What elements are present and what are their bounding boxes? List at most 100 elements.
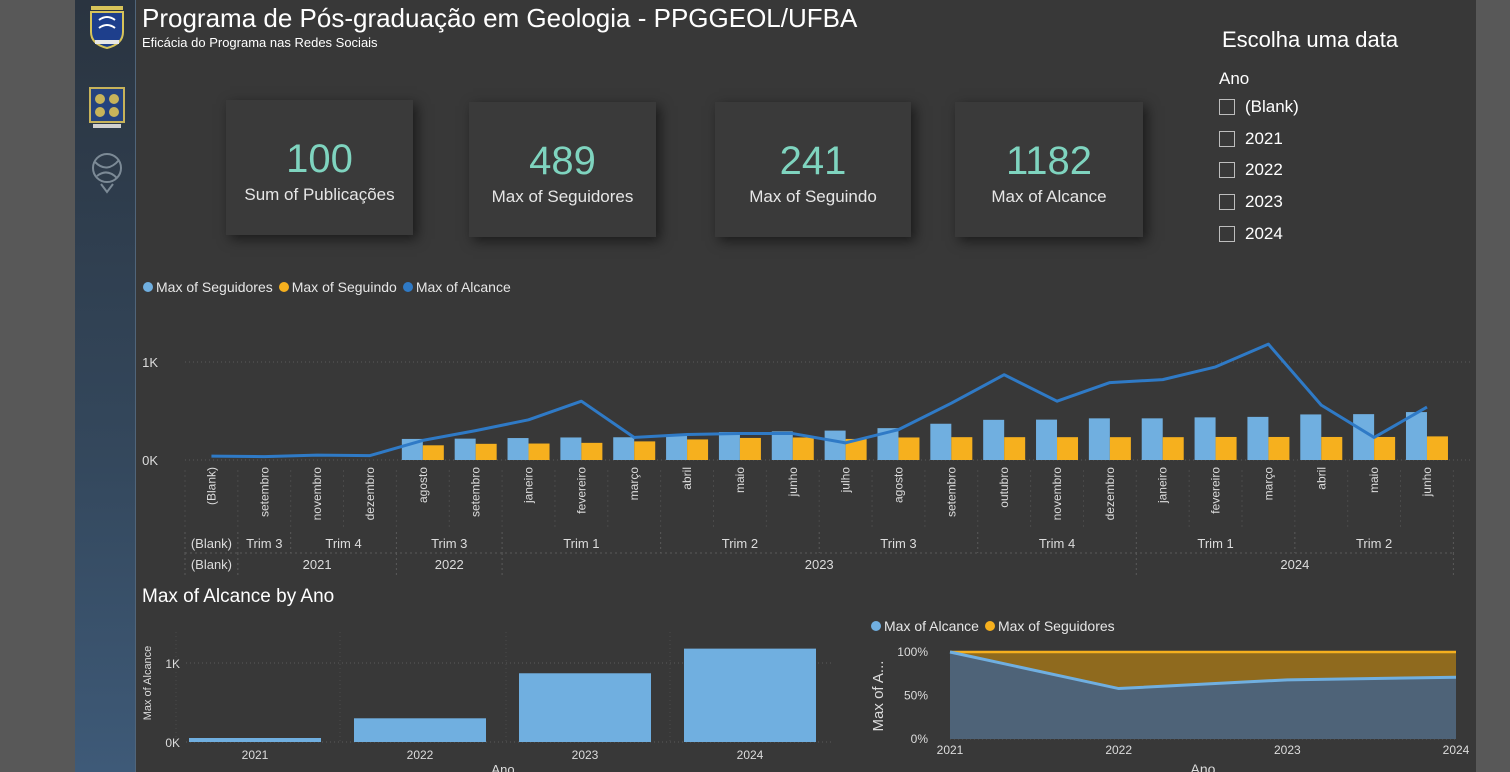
bar-seguidores (1353, 414, 1375, 460)
quarter-label: Trim 3 (431, 536, 467, 551)
x-tick-label: 2024 (737, 748, 764, 762)
quarter-label: Trim 4 (325, 536, 361, 551)
kpi-label: Max of Seguidores (491, 187, 634, 206)
bar-seguidores (1247, 416, 1269, 460)
legend-item[interactable]: Max of Seguindo (278, 279, 397, 295)
legend-dot (871, 621, 881, 631)
year-label: 2023 (805, 557, 834, 572)
checkbox[interactable] (1219, 194, 1235, 210)
x-tick-label: (Blank) (204, 467, 218, 505)
checkbox[interactable] (1219, 226, 1235, 242)
slicer-option-2022[interactable]: 2022 (1219, 160, 1283, 180)
x-axis-title: Ano (491, 762, 514, 772)
slicer-option-label: (Blank) (1245, 97, 1299, 116)
x-tick-label: junho (1420, 467, 1434, 498)
bar-alcance-year (519, 673, 651, 742)
x-tick-label: maio (1367, 467, 1381, 493)
bar-seguindo (422, 445, 444, 460)
line-alcance (211, 342, 1428, 459)
legend-item[interactable]: Max of Seguidores (984, 618, 1115, 634)
x-tick-label: agosto (416, 467, 430, 503)
slicer-option-2021[interactable]: 2021 (1219, 129, 1283, 149)
globe-emblem-icon (92, 153, 122, 194)
x-tick-label: 2022 (1105, 743, 1132, 757)
quarter-label: Trim 2 (1356, 536, 1392, 551)
checkbox[interactable] (1219, 99, 1235, 115)
area-alcance (950, 652, 1456, 739)
x-axis-title: Ano (1191, 761, 1216, 772)
legend-item[interactable]: Max of Seguidores (143, 279, 273, 295)
checkbox[interactable] (1219, 131, 1235, 147)
y-axis-title: Max of Alcance (142, 646, 154, 721)
kpi-value: 100 (286, 137, 353, 181)
x-tick-label: janeiro (1156, 467, 1170, 504)
x-tick-label: agosto (891, 467, 905, 503)
x-tick-label: 2024 (1443, 743, 1470, 757)
bar-seguidores (1194, 417, 1216, 460)
bar-seguidores (771, 431, 793, 460)
slicer-option-label: 2021 (1245, 129, 1283, 148)
bar-seguindo (1162, 437, 1184, 460)
x-tick-label: setembro (944, 467, 958, 517)
bar-seguindo (475, 443, 497, 460)
kpi-label: Sum of Publicações (244, 185, 395, 204)
x-tick-label: maio (733, 467, 747, 493)
x-tick-label: janeiro (522, 467, 536, 504)
quarter-label: Trim 3 (246, 536, 282, 551)
x-tick-label: novembro (310, 467, 324, 521)
area-chart-legend: Max of Alcance Max of Seguidores (871, 618, 1121, 634)
slicer-option-label: 2023 (1245, 192, 1283, 211)
legend-label: Max of Seguidores (156, 279, 273, 295)
x-tick-label: 2023 (572, 748, 599, 762)
legend-label: Max of Alcance (884, 618, 979, 634)
slicer-option-2024[interactable]: 2024 (1219, 224, 1283, 244)
checkbox[interactable] (1219, 162, 1235, 178)
x-tick-label: 2021 (242, 748, 269, 762)
bar-seguindo (792, 437, 814, 460)
legend-label: Max of Seguidores (997, 618, 1115, 634)
x-tick-label: dezembro (1103, 467, 1117, 521)
quarter-label: Trim 4 (1039, 536, 1075, 551)
y-axis-title: Max of A... (870, 661, 887, 732)
y-tick-label: 1K (165, 657, 180, 671)
bar-seguidores (930, 423, 952, 460)
bar-seguidores (507, 438, 529, 460)
x-tick-label: março (1261, 467, 1275, 501)
bar-seguindo (1321, 436, 1343, 460)
sidebar (75, 0, 136, 772)
bar-seguindo (1268, 436, 1290, 460)
kpi-card-alcance: 1182 Max of Alcance (955, 102, 1143, 237)
bar-seguindo (739, 437, 761, 460)
legend-item[interactable]: Max of Alcance (871, 618, 979, 634)
bar-seguindo (528, 443, 550, 460)
x-tick-label: junho (786, 467, 800, 498)
slicer-option-2023[interactable]: 2023 (1219, 192, 1283, 212)
bar-alcance-year (354, 718, 486, 742)
x-tick-label: fevereiro (574, 467, 588, 514)
legend-dot (278, 282, 289, 292)
y-tick-label: 50% (904, 689, 928, 703)
bar-seguindo (1057, 437, 1079, 460)
x-tick-label: outubro (997, 467, 1011, 508)
year-label: 2021 (303, 557, 332, 572)
x-tick-label: fevereiro (1209, 467, 1223, 514)
kpi-label: Max of Alcance (991, 187, 1107, 206)
quarter-label: Trim 2 (722, 536, 758, 551)
line-alcance-share (949, 650, 1457, 691)
bar-seguidores (1141, 418, 1163, 460)
bar-seguindo (951, 437, 973, 460)
x-tick-label: 2021 (937, 743, 964, 757)
legend-item[interactable]: Max of Alcance (402, 279, 511, 295)
slicer-option-blank[interactable]: (Blank) (1219, 97, 1299, 117)
page-subtitle: Eficácia do Programa nas Redes Sociais (142, 35, 378, 50)
y-tick-label: 0% (911, 732, 929, 746)
bar-seguidores (666, 435, 688, 460)
legend-dot (984, 621, 995, 631)
main-chart-legend: Max of Seguidores Max of Seguindo Max of… (143, 279, 517, 295)
year-label: (Blank) (191, 557, 232, 572)
bar-seguidores (560, 437, 582, 460)
y-tick-label: 0K (165, 736, 180, 750)
kpi-value: 241 (779, 139, 847, 183)
kpi-label: Max of Seguindo (749, 187, 877, 206)
